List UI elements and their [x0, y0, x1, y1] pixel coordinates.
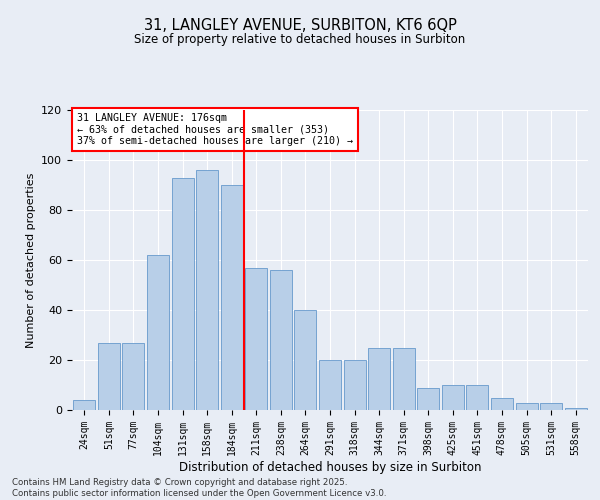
Text: Size of property relative to detached houses in Surbiton: Size of property relative to detached ho…	[134, 32, 466, 46]
Bar	[122, 342, 145, 410]
Bar	[172, 178, 194, 410]
Bar	[295, 310, 316, 410]
Bar	[515, 402, 538, 410]
Bar	[442, 385, 464, 410]
Bar	[147, 255, 169, 410]
Bar	[98, 342, 120, 410]
Bar	[466, 385, 488, 410]
Bar	[270, 270, 292, 410]
Bar	[196, 170, 218, 410]
Bar	[319, 360, 341, 410]
Text: 31 LANGLEY AVENUE: 176sqm
← 63% of detached houses are smaller (353)
37% of semi: 31 LANGLEY AVENUE: 176sqm ← 63% of detac…	[77, 113, 353, 146]
Bar	[417, 388, 439, 410]
Bar	[491, 398, 513, 410]
Y-axis label: Number of detached properties: Number of detached properties	[26, 172, 35, 348]
X-axis label: Distribution of detached houses by size in Surbiton: Distribution of detached houses by size …	[179, 460, 481, 473]
Bar	[73, 400, 95, 410]
Bar	[368, 348, 390, 410]
Bar	[221, 185, 243, 410]
Bar	[245, 268, 268, 410]
Bar	[565, 408, 587, 410]
Bar	[344, 360, 365, 410]
Text: 31, LANGLEY AVENUE, SURBITON, KT6 6QP: 31, LANGLEY AVENUE, SURBITON, KT6 6QP	[143, 18, 457, 32]
Text: Contains HM Land Registry data © Crown copyright and database right 2025.
Contai: Contains HM Land Registry data © Crown c…	[12, 478, 386, 498]
Bar	[392, 348, 415, 410]
Bar	[540, 402, 562, 410]
